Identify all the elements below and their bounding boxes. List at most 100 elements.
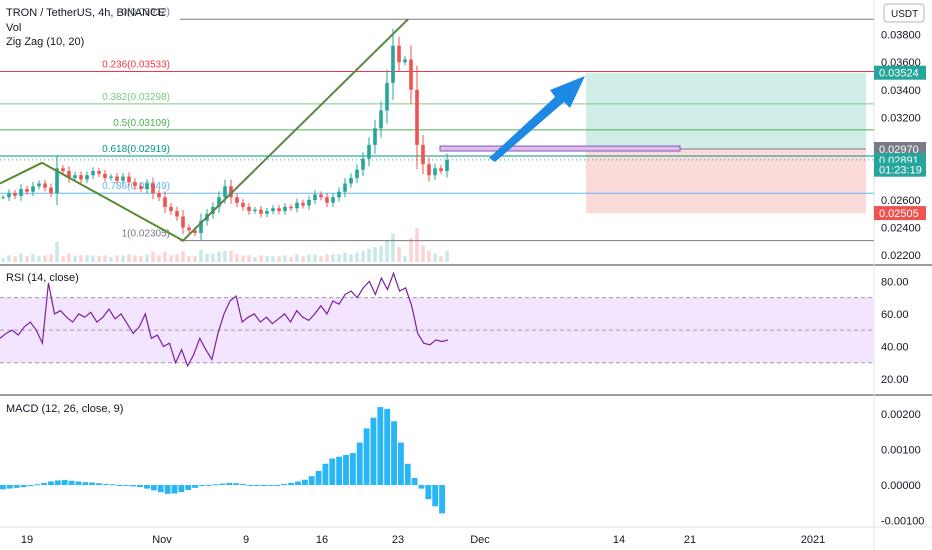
- candle-body: [427, 164, 431, 176]
- candle-body: [115, 176, 119, 181]
- candle-body: [415, 89, 419, 145]
- volume-bar: [229, 250, 233, 262]
- macd-bar: [356, 442, 363, 486]
- volume-bar: [319, 256, 323, 262]
- macd-bar: [315, 470, 322, 486]
- macd-bar: [391, 421, 397, 486]
- macd-bar: [432, 485, 439, 507]
- candle-body: [235, 197, 239, 203]
- time-tick-label: 23: [392, 534, 404, 546]
- time-tick-label: 9: [243, 534, 249, 546]
- volume-bar: [253, 257, 257, 262]
- price-tick-label: 0.03200: [881, 112, 921, 124]
- candle-body: [289, 206, 293, 209]
- target-arrow: [489, 76, 585, 162]
- fib-label: 0(0.03912): [122, 7, 170, 18]
- volume-bar: [259, 255, 263, 262]
- volume-bar: [349, 254, 353, 262]
- volume-bar: [13, 256, 17, 262]
- macd-bar: [178, 485, 185, 493]
- macd-bar: [343, 454, 349, 486]
- candle-body: [403, 59, 407, 63]
- candle-body: [223, 186, 227, 198]
- candle-body: [19, 188, 23, 196]
- macd-bar: [68, 480, 75, 486]
- entry-marker: [439, 145, 681, 152]
- candle-body: [31, 186, 35, 192]
- candle-body: [91, 171, 95, 176]
- macd-bar: [171, 485, 178, 494]
- volume-bar: [37, 256, 41, 262]
- volume-bar: [79, 255, 83, 262]
- fib-label: 1(0.02305): [122, 229, 170, 240]
- candle-body: [409, 59, 413, 90]
- price-tick-label: 0.02200: [881, 250, 921, 262]
- long-position-zones: [586, 72, 866, 214]
- macd-bar: [370, 417, 377, 486]
- volume-bar: [133, 255, 137, 262]
- macd-bar: [267, 485, 274, 487]
- volume-bar: [157, 255, 161, 262]
- volume-bar: [121, 255, 125, 262]
- volume-bar: [211, 253, 215, 262]
- candle-body: [373, 128, 377, 145]
- volume-bar: [265, 256, 269, 262]
- volume-bar: [85, 255, 89, 262]
- candle-body: [139, 186, 143, 189]
- macd-bar: [212, 484, 219, 486]
- candle-body: [361, 158, 365, 170]
- volume-bar: [73, 256, 77, 262]
- macd-bar: [164, 485, 171, 494]
- macd-bar: [205, 485, 212, 487]
- volume-bar: [49, 254, 53, 262]
- candle-body: [67, 171, 71, 178]
- macd-bar: [384, 408, 391, 486]
- price-tick-label: 0.03800: [881, 30, 921, 42]
- rsi-tick-label: 20.00: [881, 374, 909, 386]
- macd-bar: [116, 485, 123, 487]
- candle-body: [229, 186, 233, 198]
- currency-badge[interactable]: USDT: [883, 3, 925, 23]
- volume-bar: [7, 255, 11, 262]
- candle-body: [337, 191, 341, 198]
- candle-body: [43, 183, 47, 188]
- fib-trend-line: [182, 18, 409, 242]
- arrow-annotation: [439, 76, 681, 162]
- volume-bar: [421, 245, 425, 262]
- candle-body: [133, 182, 137, 187]
- candle-body: [97, 171, 101, 174]
- candle-body: [247, 206, 251, 212]
- candle-body: [445, 160, 449, 172]
- candle-body: [157, 193, 161, 198]
- fib-label: 0.786(0.02649): [102, 181, 170, 192]
- volume-bar: [439, 256, 443, 262]
- volume-bar: [325, 254, 329, 262]
- candle-body: [319, 194, 323, 198]
- macd-bar: [82, 482, 89, 486]
- candle-body: [307, 200, 311, 206]
- price-tag-bg: [874, 162, 926, 177]
- macd-bar: [411, 477, 418, 486]
- macd-bar: [123, 485, 130, 487]
- candle-body: [7, 193, 11, 198]
- volume-bar: [397, 247, 401, 262]
- candle-body: [277, 208, 281, 212]
- profit-zone: [586, 72, 866, 150]
- candle-body: [355, 169, 359, 178]
- volume-bar: [415, 228, 419, 262]
- macd-bar: [27, 485, 34, 487]
- volume-bar: [367, 249, 371, 262]
- zigzag-label: Zig Zag (10, 20): [6, 36, 84, 48]
- macd-bar: [439, 485, 445, 514]
- candle-body: [61, 168, 65, 172]
- macd-bar: [301, 479, 308, 486]
- candle-body: [13, 193, 17, 196]
- price-tag-label: 0.03524: [879, 68, 919, 80]
- candle-body: [217, 197, 221, 207]
- candle-body: [241, 202, 245, 207]
- vol-label: Vol: [6, 22, 21, 34]
- macd-bar: [34, 484, 41, 486]
- volume-bar: [169, 255, 173, 262]
- volume-bar: [403, 256, 407, 262]
